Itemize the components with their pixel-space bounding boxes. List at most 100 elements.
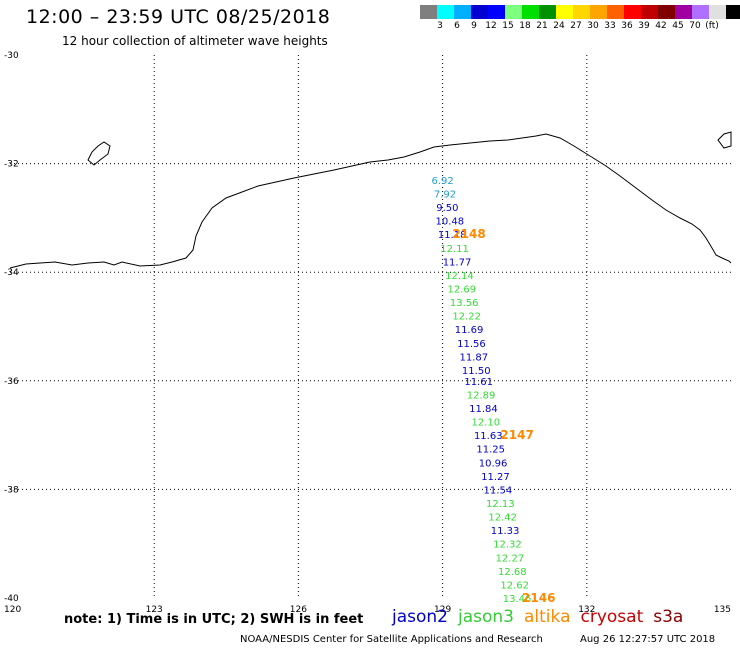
wave-height-value: 11.84	[469, 404, 498, 415]
scale-label: 45	[672, 21, 684, 31]
scale-swatch	[437, 5, 454, 19]
wave-height-value: 11.33	[491, 526, 520, 537]
map-subtitle: 12 hour collection of altimeter wave hei…	[62, 34, 328, 48]
satellite-legend: jason2 jason3 altika cryosat s3a	[392, 607, 693, 627]
wave-height-value: 11.87	[460, 352, 489, 363]
pass-number: 2147	[500, 428, 533, 442]
scale-swatch	[641, 5, 658, 19]
wave-height-labels: 6.92 7.92 9.50 10.48 11.18 12.11 11.77 12.14 12.…	[431, 176, 555, 605]
scale-swatch	[573, 5, 590, 19]
wave-height-value: 12.89	[467, 390, 496, 401]
wave-height-value: 12.27	[496, 553, 525, 564]
scale-swatch	[709, 5, 726, 19]
scale-label: 12	[485, 21, 497, 31]
wave-height-value: 11.27	[481, 472, 510, 483]
satellite-jason3: jason3	[458, 607, 514, 627]
island-outline	[87, 141, 111, 166]
coastline-path	[9, 133, 732, 269]
wave-height-value: 10.48	[435, 217, 464, 228]
scale-swatch	[556, 5, 573, 19]
scale-label: 33	[604, 21, 616, 31]
latitude-label: -32	[4, 160, 19, 170]
scale-label: 42	[655, 21, 667, 31]
wave-height-value: 11.25	[476, 445, 505, 456]
wave-height-value: 12.32	[493, 540, 522, 551]
scale-swatch	[539, 5, 556, 19]
color-scale-swatches	[420, 5, 740, 19]
scale-label: 24	[553, 21, 565, 31]
generated-timestamp: Aug 26 12:27:57 UTC 2018	[580, 634, 716, 645]
wave-height-value: 10.96	[479, 458, 508, 469]
scale-swatch	[454, 5, 471, 19]
wave-height-value: 12.62	[500, 580, 529, 591]
latitude-label: -30	[4, 51, 19, 61]
axis-labels: 120 123 126 129 132 135 -30 -32 -34 -36 -38 -40	[4, 51, 731, 615]
satellite-s3a: s3a	[653, 607, 684, 627]
wave-height-value: 12.11	[440, 244, 469, 255]
scale-label: 39	[638, 21, 650, 31]
wave-height-value: 11.77	[443, 257, 472, 268]
scale-label: 70	[689, 21, 701, 31]
scale-label: 15	[502, 21, 514, 31]
wave-height-value: 12.13	[486, 499, 515, 510]
scale-swatch	[624, 5, 641, 19]
wave-height-value: 12.68	[498, 567, 527, 578]
island-outline	[717, 131, 732, 149]
wave-height-value: 12.10	[472, 418, 501, 429]
longitude-label: 135	[714, 605, 731, 615]
wave-height-value: 11.63	[474, 431, 503, 442]
credit-line: NOAA/NESDIS Center for Satellite Applica…	[240, 634, 543, 645]
graticule	[10, 55, 731, 598]
latitude-label: -36	[4, 377, 19, 387]
longitude-label: 126	[290, 605, 307, 615]
satellite-jason2: jason2	[392, 607, 448, 627]
latitude-label: -40	[4, 594, 19, 604]
wave-height-value: 11.18	[438, 230, 467, 241]
coastline	[9, 131, 732, 269]
scale-swatch	[590, 5, 607, 19]
color-scale-labels: 3 6 9 12 15 18 21 24 27 30 33 36 39 42 45 70 (ft)	[420, 19, 740, 33]
satellite-altika: altika	[524, 607, 571, 627]
wave-height-value: 13.56	[450, 298, 479, 309]
pass-number: 2148	[452, 227, 485, 241]
scale-label: (ft)	[705, 21, 719, 31]
map-title: 12:00 – 23:59 UTC 08/25/2018	[26, 6, 331, 28]
wave-height-value: 11.56	[457, 339, 486, 350]
wave-height-value: 12.14	[445, 271, 474, 282]
scale-swatch	[658, 5, 675, 19]
latitude-label: -34	[4, 268, 19, 278]
scale-swatch	[675, 5, 692, 19]
scale-label: 27	[570, 21, 582, 31]
wave-height-value: 12.22	[452, 312, 481, 323]
scale-label: 21	[536, 21, 548, 31]
longitude-label: 120	[4, 605, 21, 615]
wave-height-value: 7.92	[434, 189, 456, 200]
scale-swatch	[471, 5, 488, 19]
longitude-label: 129	[434, 605, 451, 615]
scale-swatch	[420, 5, 437, 19]
scale-label: 36	[621, 21, 633, 31]
scale-label: 3	[437, 21, 443, 31]
wave-height-value: 11.69	[455, 325, 484, 336]
scale-swatch	[607, 5, 624, 19]
wave-height-value: 11.61	[464, 377, 493, 388]
pass-number: 2146	[522, 591, 555, 605]
scale-swatch	[522, 5, 539, 19]
satellite-cryosat: cryosat	[580, 607, 644, 627]
scale-label: 18	[519, 21, 531, 31]
scale-label: 9	[471, 21, 477, 31]
color-scale: 3 6 9 12 15 18 21 24 27 30 33 36 39 42 45 70 (ft)	[420, 5, 740, 33]
wave-height-value: 13.46	[503, 594, 532, 605]
wave-height-value: 12.42	[488, 513, 517, 524]
latitude-label: -38	[4, 485, 19, 495]
wave-height-value: 11.50	[462, 366, 491, 377]
wave-height-value: 12.69	[448, 284, 477, 295]
longitude-label: 123	[146, 605, 163, 615]
scale-swatch	[726, 5, 740, 19]
scale-label: 6	[454, 21, 460, 31]
scale-swatch	[488, 5, 505, 19]
units-note: note: 1) Time is in UTC; 2) SWH is in fe…	[64, 612, 364, 627]
wave-height-value: 6.92	[431, 176, 453, 187]
longitude-label: 132	[578, 605, 595, 615]
